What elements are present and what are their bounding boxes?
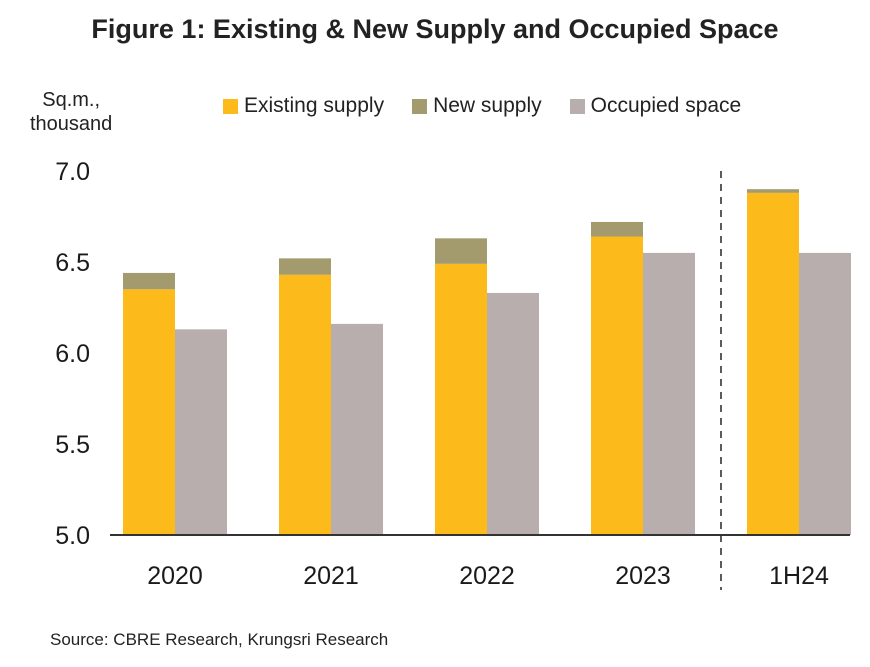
- legend-label-occupied-space: Occupied space: [590, 94, 742, 117]
- legend-swatch-new-supply: [412, 98, 428, 114]
- bar-existing-supply-1h24: [747, 192, 799, 535]
- x-tick-label: 2020: [147, 562, 203, 590]
- bar-occupied-space-2021: [331, 323, 383, 535]
- chart-plot: 5.0 5.5 6.0 6.5 7.0 2020 2021 2022 2023 1H24: [55, 158, 851, 590]
- bar-occupied-space-2022: [487, 292, 539, 535]
- bar-new-supply-2020: [123, 272, 175, 290]
- legend-item-existing-supply: Existing supply: [223, 94, 384, 118]
- x-tick-label: 2021: [303, 562, 359, 590]
- bar-existing-supply-2022: [435, 263, 487, 535]
- bar-occupied-space-2023: [643, 252, 695, 535]
- legend-swatch-occupied-space: [569, 98, 585, 114]
- bar-new-supply-2021: [279, 258, 331, 275]
- y-tick-label: 5.5: [55, 431, 90, 459]
- bar-new-supply-1h24: [747, 189, 799, 193]
- y-tick-label: 7.0: [55, 158, 90, 186]
- legend-label-existing-supply: Existing supply: [244, 94, 385, 117]
- y-axis-label-line-2: thousand: [30, 113, 113, 135]
- bar-existing-supply-2021: [279, 274, 331, 535]
- legend-item-occupied-space: Occupied space: [569, 94, 742, 118]
- x-tick-label: 2023: [615, 562, 671, 590]
- chart-title: Figure 1: Existing & New Supply and Occu…: [91, 14, 779, 44]
- bar-new-supply-2022: [435, 238, 487, 264]
- y-axis-label-line-1: Sq.m.,: [42, 89, 101, 111]
- legend-swatch-existing-supply: [223, 98, 238, 114]
- y-tick-label: 6.0: [55, 340, 90, 368]
- legend-label-new-supply: New supply: [433, 94, 542, 117]
- bar-existing-supply-2020: [123, 289, 175, 535]
- source-note: Source: CBRE Research, Krungsri Research: [50, 630, 389, 649]
- y-tick-label: 6.5: [55, 249, 90, 277]
- bar-occupied-space-1h24: [799, 252, 851, 535]
- y-axis-label: Sq.m., thousand: [30, 88, 112, 136]
- x-tick-label: 2022: [459, 562, 515, 590]
- bar-existing-supply-2023: [591, 236, 643, 535]
- bar-new-supply-2023: [591, 221, 643, 237]
- y-tick-label: 5.0: [55, 522, 90, 550]
- bar-occupied-space-2020: [175, 329, 227, 535]
- legend-item-new-supply: New supply: [412, 94, 542, 118]
- x-tick-label: 1H24: [769, 562, 829, 590]
- legend: Existing supply New supply Occupied spac…: [223, 92, 769, 120]
